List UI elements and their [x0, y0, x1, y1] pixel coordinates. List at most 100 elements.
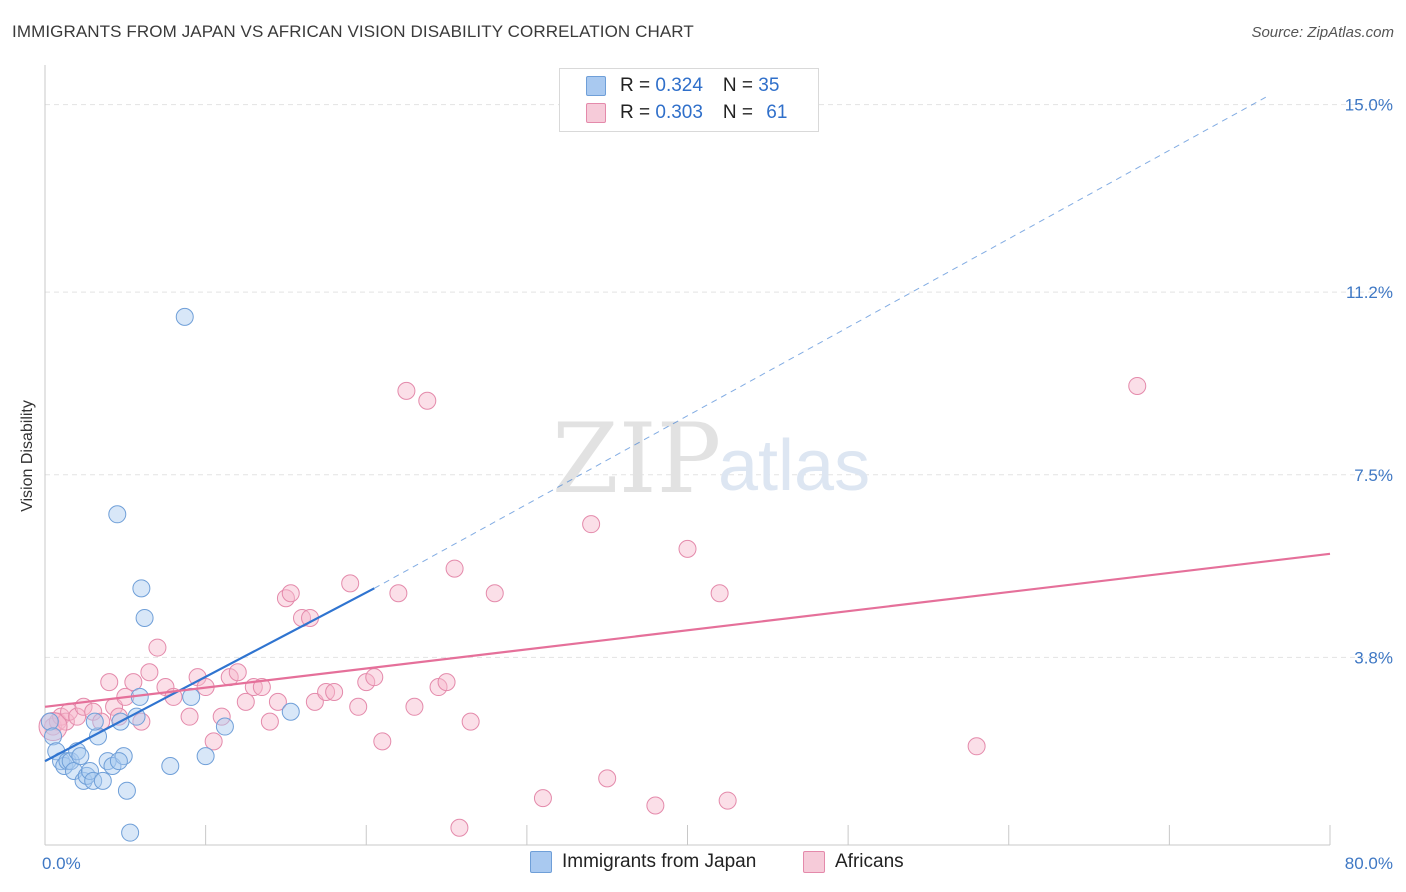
japan-points [40, 307, 300, 842]
africans-point [124, 673, 143, 692]
africans-points [38, 376, 1147, 837]
africans-point [260, 712, 279, 731]
africans-point [710, 584, 729, 603]
legend-swatch-japan [586, 76, 606, 96]
africans-point [228, 663, 247, 682]
legend-n-value: 61 [766, 102, 788, 123]
legend-swatch-africans [586, 103, 606, 123]
watermark-zip: ZIP [552, 403, 721, 515]
africans-point [100, 673, 119, 692]
japan-point [215, 717, 234, 736]
y-tick-label: 7.5% [1354, 466, 1393, 485]
africans-point [38, 712, 68, 742]
japan-point [117, 781, 136, 800]
japan-point [93, 771, 112, 790]
africans-point [281, 584, 300, 603]
japan-point [74, 771, 93, 790]
chart-title: IMMIGRANTS FROM JAPAN VS AFRICAN VISION … [12, 22, 694, 41]
africans-point [92, 712, 111, 731]
grid-lines [45, 104, 1392, 658]
africans-point [148, 638, 167, 657]
africans-point [68, 707, 87, 726]
legend-r-value: 0.303 [655, 102, 703, 123]
series-legend: Immigrants from Japan Africans [0, 851, 1406, 879]
africans-point [1128, 376, 1147, 395]
series-swatch-africans [803, 851, 825, 873]
x-tick-label-max: 80.0% [1345, 854, 1393, 873]
africans-point [349, 697, 368, 716]
japan-point [281, 702, 300, 721]
africans-point [445, 559, 464, 578]
y-tick-label: 11.2% [1346, 283, 1393, 302]
africans-point [582, 515, 601, 534]
watermark-atlas: atlas [718, 426, 870, 506]
legend-r-value: 0.324 [655, 75, 703, 96]
africans-point [268, 692, 287, 711]
africans-point [646, 796, 665, 815]
legend-n-label: N = [722, 102, 759, 123]
y-tick-labels: 3.8% 7.5% 11.2% 15.0% [1345, 96, 1393, 668]
japan-point [121, 823, 140, 842]
japan-point [80, 761, 99, 780]
africans-point [533, 789, 552, 808]
africans-point [325, 682, 344, 701]
japan-point [85, 712, 104, 731]
series-label-africans: Africans [835, 851, 904, 872]
japan-point [114, 747, 133, 766]
japan-point [175, 307, 194, 326]
legend-n-value: 35 [758, 75, 780, 96]
y-tick-label: 3.8% [1354, 648, 1393, 667]
japan-point [196, 747, 215, 766]
japan-point [132, 579, 151, 598]
africans-point [180, 707, 199, 726]
africans-point [389, 584, 408, 603]
legend-r-label: R = [620, 75, 656, 96]
africans-point [405, 697, 424, 716]
africans-point [967, 737, 986, 756]
japan-point [109, 752, 128, 771]
series-legend-japan[interactable]: Immigrants from Japan [530, 851, 756, 873]
japan-point [161, 757, 180, 776]
series-label-japan: Immigrants from Japan [562, 851, 757, 872]
africans-point [450, 818, 469, 837]
source-label: Source: ZipAtlas.com [1251, 24, 1394, 41]
japan-trend-line [44, 587, 375, 763]
japan-point [44, 727, 63, 746]
legend-row-japan: R = 0.324 N = 35 [586, 74, 779, 98]
trend-lines [44, 96, 1331, 763]
africans-point [418, 391, 437, 410]
africans-point [718, 791, 737, 810]
africans-point [212, 707, 231, 726]
africans-point [140, 663, 159, 682]
japan-point [84, 771, 103, 790]
africans-point [365, 668, 384, 687]
y-tick-label: 15.0% [1345, 96, 1393, 115]
legend-r-label: R = [620, 102, 656, 123]
africans-point [485, 584, 504, 603]
africans-point [341, 574, 360, 593]
africans-point [437, 673, 456, 692]
japan-point [135, 608, 154, 627]
africans-point [397, 381, 416, 400]
x-tick-label-min: 0.0% [42, 854, 81, 873]
africans-point [373, 732, 392, 751]
japan-point [108, 505, 127, 524]
series-legend-africans[interactable]: Africans [803, 851, 904, 873]
africans-point [598, 769, 617, 788]
series-swatch-japan [530, 851, 552, 873]
africans-point [236, 692, 255, 711]
japan-point [71, 747, 90, 766]
africans-point [132, 712, 151, 731]
africans-point [678, 539, 697, 558]
africans-point [204, 732, 223, 751]
africans-point [252, 678, 271, 697]
japan-trend-extension [374, 96, 1266, 589]
watermark: ZIP atlas [552, 403, 870, 515]
japan-point [61, 752, 80, 771]
africans-point [276, 589, 295, 608]
x-tick-labels: 0.0% 80.0% [42, 854, 1393, 873]
japan-point [40, 712, 59, 731]
correlation-legend: R = 0.324 N = 35 R = 0.303 N = 61 [559, 68, 819, 132]
legend-n-label: N = [722, 75, 759, 96]
